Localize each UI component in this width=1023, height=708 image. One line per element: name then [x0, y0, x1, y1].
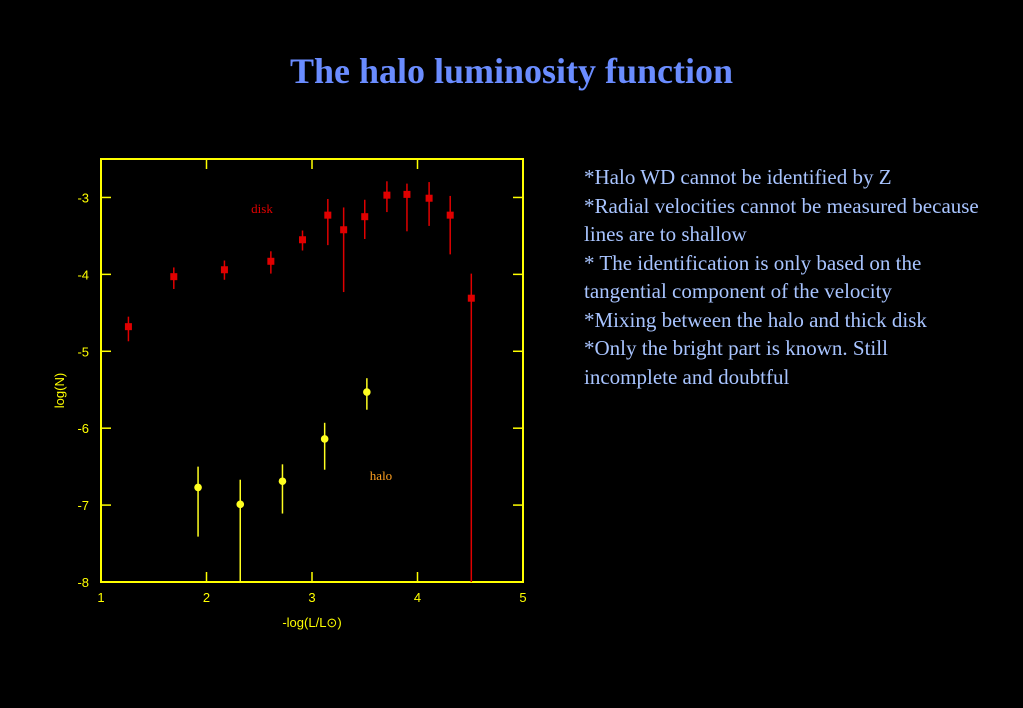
point [267, 257, 275, 265]
note: *Radial velocities cannot be measured be… [584, 193, 979, 247]
y-tick-label: -3 [77, 190, 89, 205]
point [324, 211, 332, 219]
point [425, 194, 433, 202]
series-label: halo [370, 468, 392, 483]
y-axis-label: log(N) [52, 373, 67, 408]
point [278, 477, 287, 486]
point [363, 388, 371, 396]
point [403, 190, 411, 198]
x-tick-label: 4 [414, 590, 421, 605]
point [124, 323, 132, 331]
note: *Only the bright part is known. Still in… [584, 336, 888, 389]
x-tick-label: 3 [308, 590, 315, 605]
note: * The identification is only based on th… [584, 250, 922, 304]
series-label: disk [251, 201, 273, 216]
plot-frame [100, 158, 524, 583]
note: *Halo WD cannot be identified by Z [584, 165, 892, 189]
point [340, 226, 348, 234]
point [361, 213, 369, 221]
point [467, 294, 475, 302]
point [446, 211, 454, 219]
y-tick-label: -6 [77, 421, 89, 436]
y-tick-label: -8 [77, 575, 89, 590]
point [299, 236, 307, 244]
y-tick-label: -4 [77, 267, 89, 282]
point [383, 191, 391, 199]
note: *Mixing between the halo and thick disk [584, 307, 927, 332]
y-tick-label: -5 [77, 344, 89, 359]
x-tick-label: 1 [97, 590, 104, 605]
slide-title: The halo luminosity function [289, 51, 734, 91]
notes: *Halo WD cannot be identified by Z *Radia… [584, 163, 984, 391]
point [236, 500, 245, 509]
point [194, 483, 202, 492]
point [170, 273, 178, 281]
point [220, 266, 228, 274]
x-tick-label: 2 [203, 590, 210, 605]
y-tick-label: -7 [77, 498, 89, 513]
x-tick-label: 5 [519, 590, 526, 605]
point [320, 435, 329, 443]
x-axis-label: -log(L/L⊙) [282, 615, 341, 630]
